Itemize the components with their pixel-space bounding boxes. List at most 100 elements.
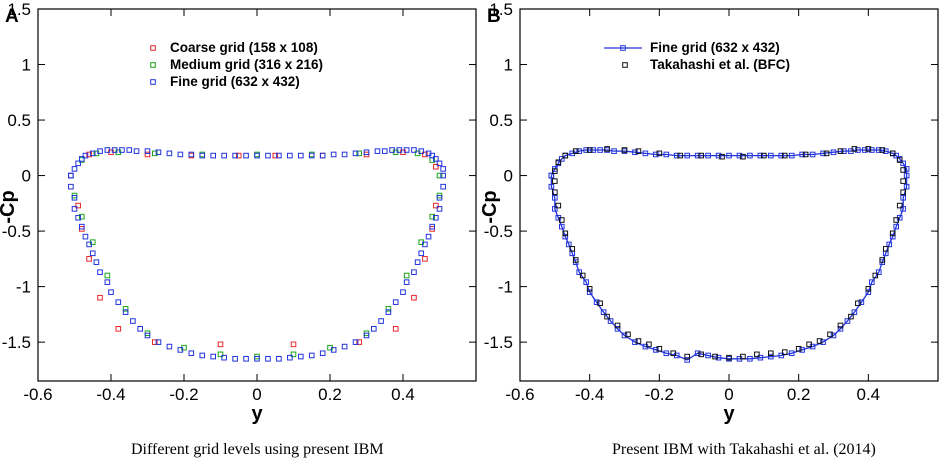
data-point bbox=[188, 350, 195, 357]
data-point bbox=[583, 279, 589, 285]
data-point bbox=[400, 289, 406, 295]
data-point bbox=[726, 354, 732, 361]
data-point bbox=[392, 326, 399, 332]
data-point bbox=[872, 272, 879, 279]
data-point bbox=[855, 147, 861, 153]
data-point bbox=[869, 147, 875, 153]
data-point bbox=[75, 160, 81, 167]
data-point bbox=[590, 147, 596, 153]
data-point bbox=[133, 148, 140, 154]
data-point bbox=[93, 259, 100, 265]
data-point bbox=[356, 150, 362, 157]
data-point bbox=[837, 326, 844, 332]
data-point bbox=[855, 300, 861, 307]
plot-area bbox=[68, 147, 446, 362]
data-point bbox=[830, 149, 837, 156]
data-point bbox=[115, 326, 122, 332]
data-point bbox=[378, 318, 384, 324]
data-point bbox=[768, 350, 774, 357]
data-point bbox=[559, 217, 565, 223]
data-point bbox=[684, 357, 691, 363]
data-point bbox=[635, 148, 642, 154]
data-point bbox=[886, 241, 893, 248]
data-point bbox=[698, 351, 704, 358]
data-point bbox=[715, 354, 722, 361]
data-point bbox=[757, 354, 764, 361]
data-point bbox=[199, 352, 206, 359]
chart-panel-b: -0.6 -0.4 -0.2 0 0.2 0.4 -1.5 -1 -0.5 0 0.5 1 1.5 y -C… bbox=[479, 0, 939, 425]
data-point bbox=[71, 206, 78, 212]
legend-label: Fine grid (632 x 432) bbox=[650, 40, 780, 55]
data-point bbox=[152, 339, 158, 345]
data-point bbox=[552, 189, 558, 196]
data-point bbox=[781, 349, 788, 355]
data-point bbox=[122, 306, 129, 312]
data-point bbox=[865, 289, 872, 295]
data-point bbox=[422, 241, 428, 248]
data-point bbox=[903, 183, 910, 190]
data-point bbox=[298, 152, 304, 159]
data-point bbox=[607, 318, 614, 324]
data-point bbox=[166, 150, 173, 157]
data-point bbox=[411, 294, 417, 301]
data-point bbox=[221, 152, 227, 159]
data-point bbox=[97, 294, 103, 301]
data-point bbox=[97, 269, 103, 275]
data-point bbox=[385, 306, 392, 312]
data-point bbox=[436, 172, 443, 179]
y-tick-label: 1 bbox=[22, 56, 31, 75]
data-point bbox=[552, 206, 558, 212]
data-point bbox=[635, 338, 642, 344]
data-point bbox=[425, 233, 432, 240]
y-tick-label: 1.5 bbox=[489, 0, 513, 19]
series-takahashi-et-al-bfc bbox=[552, 146, 906, 361]
data-point bbox=[806, 341, 812, 348]
legend-item: Fine grid (632 x 432) bbox=[604, 40, 780, 55]
x-tick-label: 0.2 bbox=[787, 385, 811, 404]
y-tick-label: -1.5 bbox=[2, 333, 31, 352]
data-point bbox=[552, 194, 558, 201]
data-point bbox=[235, 152, 242, 159]
data-point bbox=[663, 350, 670, 357]
data-point bbox=[565, 241, 572, 248]
data-point bbox=[433, 202, 439, 209]
plot-area bbox=[548, 146, 910, 363]
data-point bbox=[89, 250, 96, 257]
data-point bbox=[68, 172, 74, 179]
data-point bbox=[579, 272, 586, 279]
data-point bbox=[572, 148, 579, 154]
data-point bbox=[820, 339, 826, 345]
data-point bbox=[893, 217, 900, 223]
data-point bbox=[210, 152, 216, 159]
data-point bbox=[210, 353, 216, 360]
data-point bbox=[809, 151, 816, 158]
x-axis-label: y bbox=[251, 403, 263, 425]
data-point bbox=[614, 322, 621, 329]
data-point bbox=[604, 313, 610, 320]
data-point bbox=[232, 152, 238, 159]
data-point bbox=[371, 326, 377, 332]
data-point bbox=[363, 332, 370, 339]
data-point bbox=[232, 355, 238, 362]
data-point bbox=[254, 152, 260, 159]
data-point bbox=[611, 148, 617, 154]
data-point bbox=[778, 352, 785, 359]
caption-panel-a: Different grid levels using present IBM bbox=[131, 441, 384, 458]
data-point bbox=[820, 150, 826, 157]
x-tick-label: 0 bbox=[724, 385, 733, 404]
data-point bbox=[341, 151, 348, 158]
data-point bbox=[436, 160, 443, 167]
y-tick-label: -1 bbox=[16, 278, 31, 297]
data-point bbox=[799, 347, 805, 353]
data-point bbox=[698, 152, 704, 159]
data-point bbox=[433, 156, 439, 162]
data-point bbox=[768, 353, 774, 360]
y-tick-label: 0.5 bbox=[489, 111, 513, 130]
data-point bbox=[903, 166, 910, 172]
data-point bbox=[79, 223, 85, 230]
data-point bbox=[381, 148, 388, 154]
data-point bbox=[287, 354, 293, 361]
data-point bbox=[166, 343, 173, 350]
series-fine-grid-632-x-432 bbox=[68, 147, 446, 362]
data-point bbox=[562, 230, 569, 237]
